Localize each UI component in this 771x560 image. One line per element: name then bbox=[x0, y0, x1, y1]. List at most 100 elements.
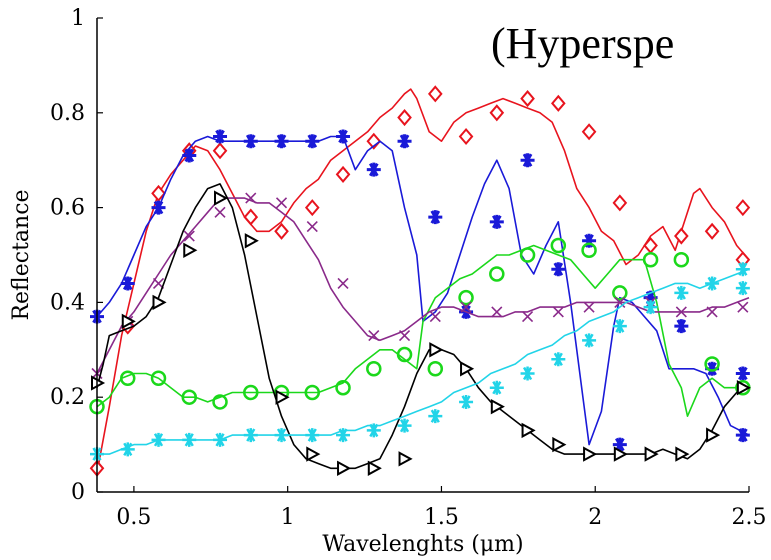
data-point-triangle bbox=[706, 427, 721, 443]
y-tick-label: 0.4 bbox=[50, 290, 85, 315]
data-point-diamond bbox=[274, 222, 289, 240]
x-tick-label: 2.5 bbox=[732, 505, 767, 530]
y-tick-label: 1 bbox=[71, 6, 85, 31]
data-point-cross bbox=[460, 301, 472, 313]
data-point-diamond bbox=[151, 184, 166, 202]
data-point-triangle bbox=[306, 446, 321, 462]
data-point-cross bbox=[214, 206, 226, 218]
data-point-circle bbox=[427, 361, 444, 377]
data-point-cross bbox=[275, 197, 288, 209]
data-point-circle bbox=[673, 251, 690, 268]
series-5 bbox=[91, 183, 751, 476]
data-point-diamond bbox=[243, 208, 259, 226]
series-4 bbox=[91, 192, 750, 380]
data-point-cross bbox=[552, 306, 564, 318]
series-line bbox=[96, 197, 750, 374]
data-point-asterisk bbox=[274, 428, 289, 443]
data-point-star bbox=[213, 129, 228, 144]
data-point-cross bbox=[737, 301, 749, 313]
data-point-cross bbox=[306, 220, 318, 233]
x-tick-label: 1 bbox=[281, 505, 295, 530]
data-point-cross bbox=[398, 330, 411, 342]
data-point-diamond bbox=[458, 127, 474, 146]
series-3 bbox=[89, 237, 751, 418]
data-point-star bbox=[182, 148, 197, 163]
x-axis-label: Wavelenghts (μm) bbox=[322, 532, 523, 557]
x-tick-label: 0.5 bbox=[116, 505, 151, 530]
data-point-triangle bbox=[121, 313, 136, 330]
data-point-circle bbox=[612, 285, 628, 301]
data-point-cross bbox=[706, 306, 718, 318]
data-point-cross bbox=[491, 306, 503, 318]
data-point-cross bbox=[614, 296, 626, 308]
data-point-star bbox=[428, 210, 443, 225]
data-point-diamond bbox=[674, 227, 689, 245]
data-point-triangle bbox=[429, 342, 444, 358]
data-point-diamond bbox=[581, 123, 597, 141]
y-tick-label: 0 bbox=[71, 480, 85, 505]
data-point-circle bbox=[704, 356, 720, 372]
series-line bbox=[97, 268, 750, 455]
data-point-asterisk bbox=[459, 394, 474, 409]
data-point-asterisk bbox=[366, 423, 381, 438]
data-point-diamond bbox=[489, 104, 505, 122]
y-tick-label: 0.2 bbox=[50, 385, 85, 410]
data-point-triangle bbox=[337, 460, 352, 476]
data-point-diamond bbox=[520, 90, 535, 108]
data-point-circle bbox=[581, 242, 597, 259]
data-point-triangle bbox=[583, 446, 598, 462]
data-point-asterisk bbox=[551, 352, 566, 367]
data-point-circle bbox=[366, 361, 382, 377]
series-line bbox=[96, 183, 750, 470]
data-point-asterisk bbox=[674, 285, 689, 300]
data-point-diamond bbox=[704, 222, 720, 240]
series-line bbox=[96, 244, 749, 418]
data-point-asterisk bbox=[305, 428, 320, 443]
data-point-asterisk bbox=[428, 409, 443, 424]
data-point-triangle bbox=[152, 294, 167, 311]
data-point-triangle bbox=[613, 446, 628, 462]
y-tick-label: 0.6 bbox=[50, 196, 85, 221]
data-point-triangle bbox=[552, 436, 567, 453]
data-point-cross bbox=[368, 330, 380, 342]
data-point-triangle bbox=[367, 460, 382, 476]
data-point-triangle bbox=[275, 389, 290, 405]
data-point-asterisk bbox=[582, 333, 597, 348]
data-point-cross bbox=[522, 311, 534, 323]
data-point-diamond bbox=[427, 85, 443, 103]
data-point-triangle bbox=[521, 422, 536, 439]
data-point-circle bbox=[642, 251, 659, 268]
data-point-star bbox=[735, 366, 750, 381]
data-point-star bbox=[336, 129, 351, 144]
data-point-star bbox=[520, 153, 535, 168]
data-point-star bbox=[674, 319, 689, 334]
data-point-asterisk bbox=[243, 428, 258, 443]
data-point-star bbox=[243, 134, 258, 149]
data-point-triangle bbox=[736, 380, 751, 396]
data-point-star bbox=[397, 134, 412, 149]
data-point-circle bbox=[550, 237, 567, 254]
x-tick-label: 2 bbox=[588, 505, 602, 530]
data-point-triangle bbox=[398, 451, 413, 467]
data-point-diamond bbox=[397, 109, 412, 127]
data-point-circle bbox=[304, 384, 321, 401]
data-point-star bbox=[120, 276, 135, 291]
data-point-circle bbox=[519, 247, 536, 263]
data-point-triangle bbox=[675, 446, 690, 462]
data-point-asterisk bbox=[643, 300, 658, 315]
series-line bbox=[96, 88, 750, 474]
data-point-star bbox=[735, 428, 750, 443]
data-point-cross bbox=[429, 311, 441, 323]
series-6 bbox=[90, 262, 750, 462]
y-tick-label: 0.8 bbox=[50, 101, 85, 126]
y-axis-label: Reflectance bbox=[9, 189, 34, 320]
data-point-asterisk bbox=[612, 319, 627, 334]
data-point-diamond bbox=[612, 194, 628, 212]
data-point-circle bbox=[181, 389, 198, 405]
series-1 bbox=[89, 85, 751, 477]
data-point-circle bbox=[120, 370, 136, 386]
data-point-star bbox=[151, 200, 166, 215]
data-point-star bbox=[705, 361, 720, 376]
data-point-triangle bbox=[460, 361, 475, 377]
